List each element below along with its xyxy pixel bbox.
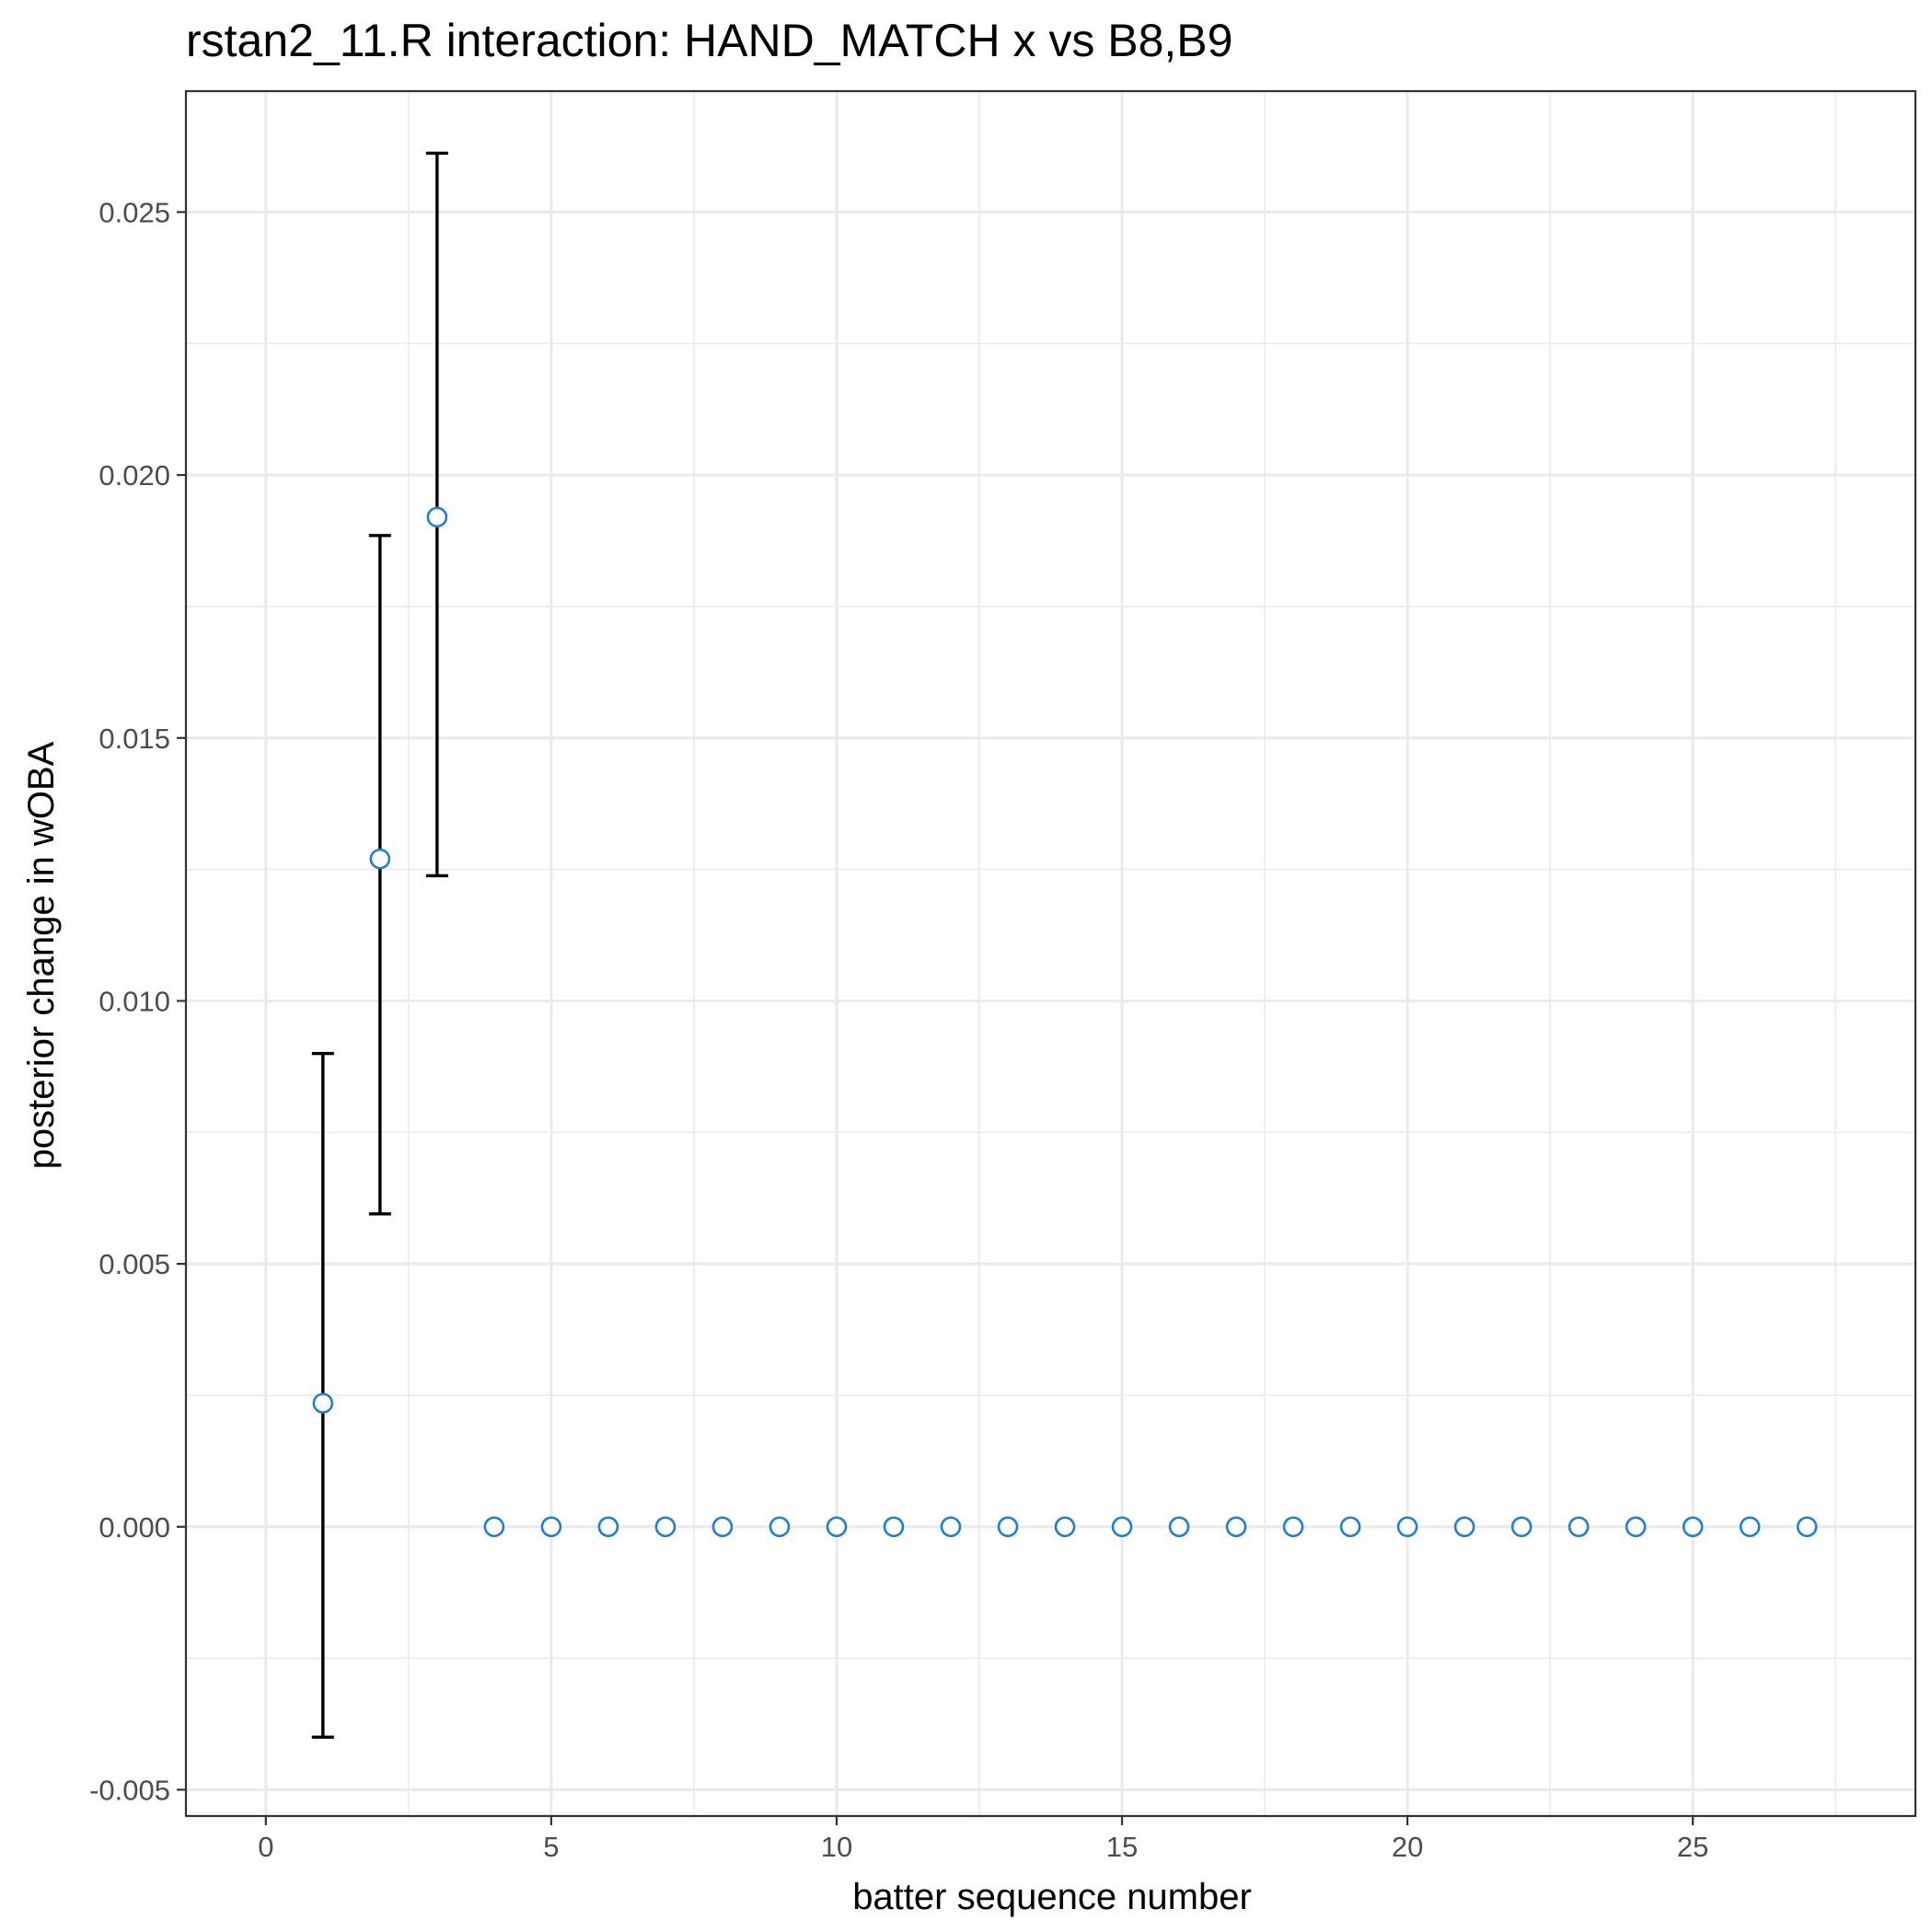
y-tick-label: 0.010: [98, 985, 170, 1017]
data-point: [597, 1516, 619, 1538]
x-tick-label: 25: [1677, 1831, 1708, 1863]
data-point: [540, 1516, 562, 1538]
data-point: [312, 1393, 334, 1414]
data-point: [426, 506, 448, 528]
y-tick-label: 0.020: [98, 459, 170, 492]
data-point: [1225, 1516, 1247, 1538]
minor-gridlines: [186, 91, 1915, 1816]
y-tick-label: 0.000: [98, 1511, 170, 1544]
data-point: [1510, 1516, 1533, 1538]
data-point: [1682, 1516, 1704, 1538]
data-point: [1168, 1516, 1190, 1538]
data-point: [711, 1516, 734, 1538]
y-axis-title: posterior change in wOBA: [21, 741, 62, 1169]
data-point: [1396, 1516, 1418, 1538]
data-point: [1111, 1516, 1133, 1538]
data-point: [483, 1516, 505, 1538]
data-point: [1054, 1516, 1076, 1538]
y-axis: -0.005 0.000 0.005 0.010 0.015 0.020 0.025: [89, 196, 186, 1806]
chart-title: rstan2_11.R interaction: HAND_MATCH x vs…: [186, 15, 1232, 66]
data-point: [1568, 1516, 1590, 1538]
data-point: [1453, 1516, 1475, 1538]
x-tick-label: 0: [258, 1831, 273, 1863]
data-point: [654, 1516, 677, 1538]
x-axis: 0 5 10 15 20 25: [258, 1816, 1708, 1863]
data-point: [1739, 1516, 1761, 1538]
data-point: [1796, 1516, 1818, 1538]
y-tick-label: 0.015: [98, 723, 170, 755]
data-point: [940, 1516, 962, 1538]
data-point: [1625, 1516, 1647, 1538]
data-point: [997, 1516, 1019, 1538]
error-bar: [368, 534, 391, 1216]
data-point: [826, 1516, 848, 1538]
x-tick-label: 10: [821, 1831, 852, 1863]
x-tick-label: 20: [1392, 1831, 1423, 1863]
y-tick-label: 0.025: [98, 196, 170, 228]
data-point: [883, 1516, 905, 1538]
data-points: [312, 506, 1818, 1538]
plot-panel: [184, 89, 1917, 1818]
panel-border: [184, 89, 1917, 1818]
data-point: [1339, 1516, 1361, 1538]
data-point: [769, 1516, 791, 1538]
y-tick-label: -0.005: [89, 1774, 170, 1806]
x-tick-label: 5: [543, 1831, 559, 1863]
y-tick-label: 0.005: [98, 1248, 170, 1280]
x-axis-title: batter sequence number: [852, 1877, 1252, 1917]
data-point: [369, 848, 391, 870]
x-tick-label: 15: [1106, 1831, 1138, 1863]
data-point: [1282, 1516, 1304, 1538]
